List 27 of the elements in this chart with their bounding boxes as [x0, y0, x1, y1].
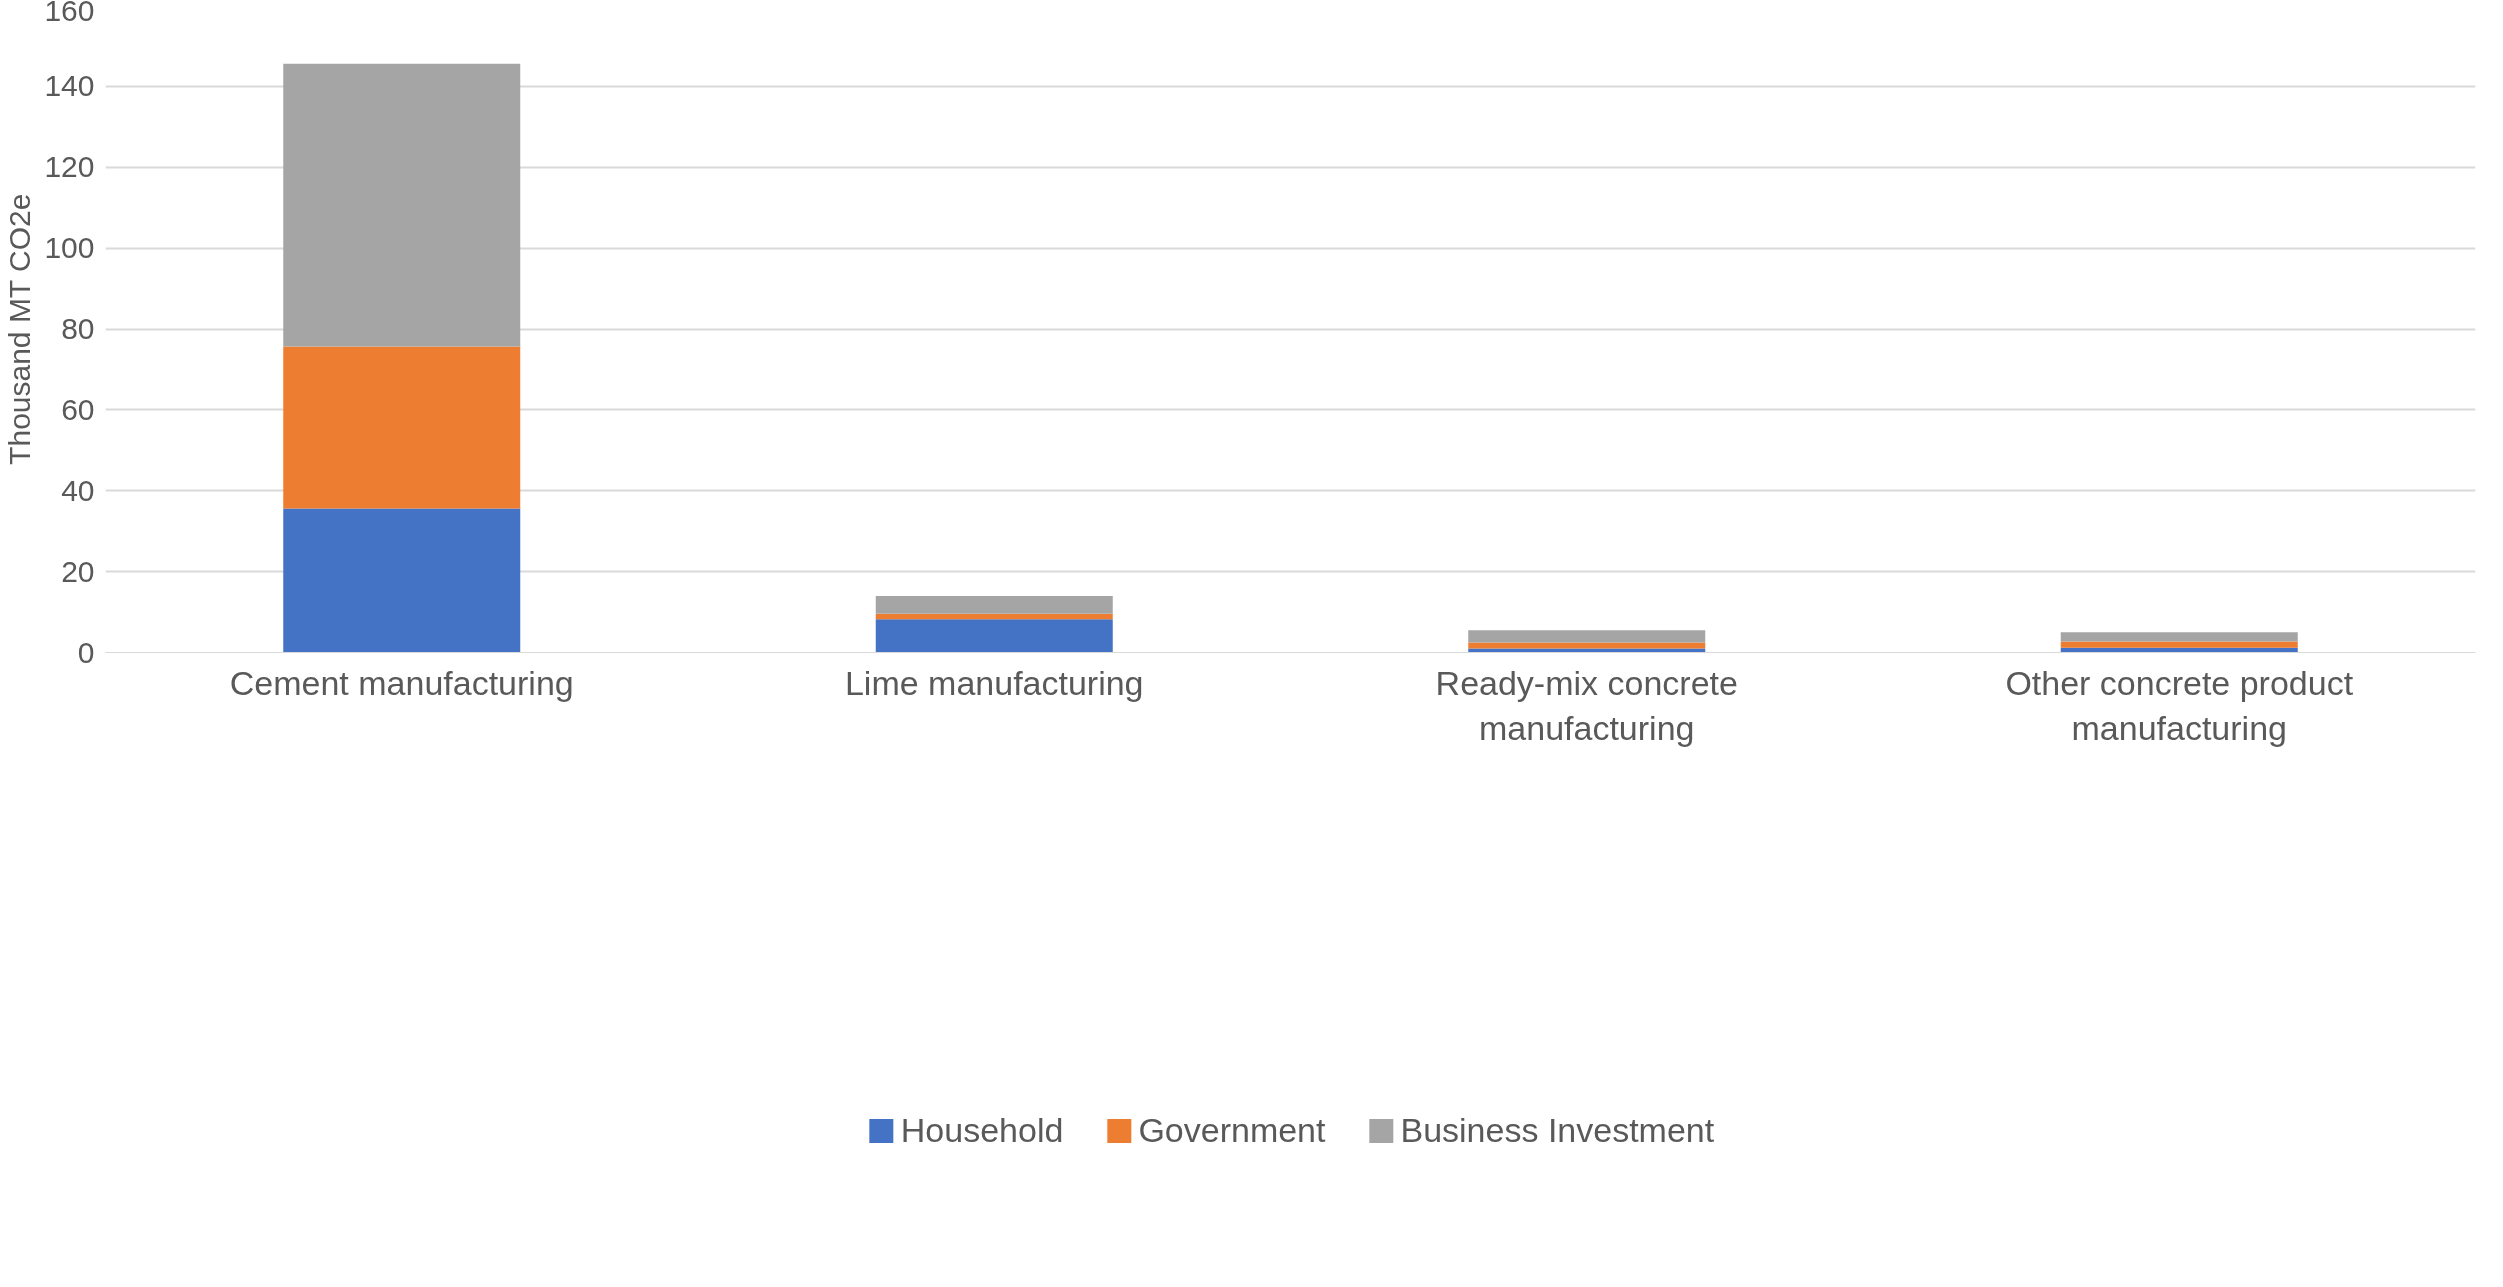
y-tick-label: 100 [44, 231, 95, 265]
y-tick-label: 0 [77, 635, 95, 669]
x-tick-label: Other concrete product manufacturing [2005, 663, 2354, 748]
bar [283, 346, 521, 509]
y-tick-label: 20 [61, 554, 95, 588]
x-tick-label: Cement manufacturing [229, 663, 574, 702]
y-tick-label: 120 [44, 150, 95, 184]
bar [283, 508, 521, 653]
legend-label: Government [1138, 1110, 1326, 1150]
bar [283, 63, 521, 347]
bar [2060, 641, 2298, 648]
y-tick-label: 160 [44, 0, 95, 27]
bar [1468, 642, 1706, 649]
bar [2060, 632, 2298, 642]
bar [875, 595, 1113, 614]
y-tick-label: 140 [44, 69, 95, 103]
y-tick-label: 40 [61, 473, 95, 507]
x-tick-label: Lime manufacturing [844, 663, 1144, 702]
legend-label: Household [900, 1110, 1064, 1150]
y-tick-label: 60 [61, 392, 95, 426]
bar [1468, 630, 1706, 643]
bar [1468, 648, 1706, 653]
legend-label: Business Investment [1400, 1110, 1715, 1150]
x-tick-label: Ready-mix concrete manufacturing [1435, 663, 1738, 748]
bar [875, 619, 1113, 653]
y-tick-label: 80 [61, 312, 95, 345]
y-axis-title: Thousand MT CO2e [3, 193, 37, 465]
